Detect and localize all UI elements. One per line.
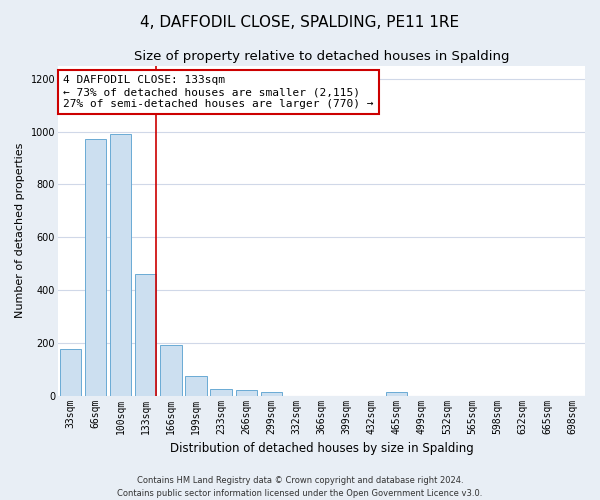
Bar [85,140,106,396]
X-axis label: Distribution of detached houses by size in Spalding: Distribution of detached houses by size … [170,442,473,455]
Text: 4, DAFFODIL CLOSE, SPALDING, PE11 1RE: 4, DAFFODIL CLOSE, SPALDING, PE11 1RE [140,15,460,30]
Bar [185,376,206,396]
Bar [160,346,182,396]
Bar [386,392,407,396]
Title: Size of property relative to detached houses in Spalding: Size of property relative to detached ho… [134,50,509,63]
Y-axis label: Number of detached properties: Number of detached properties [15,143,25,318]
Bar [211,389,232,396]
Text: 4 DAFFODIL CLOSE: 133sqm
← 73% of detached houses are smaller (2,115)
27% of sem: 4 DAFFODIL CLOSE: 133sqm ← 73% of detach… [63,76,374,108]
Bar [236,390,257,396]
Bar [135,274,157,396]
Bar [260,392,282,396]
Text: Contains HM Land Registry data © Crown copyright and database right 2024.
Contai: Contains HM Land Registry data © Crown c… [118,476,482,498]
Bar [110,134,131,396]
Bar [60,350,81,396]
